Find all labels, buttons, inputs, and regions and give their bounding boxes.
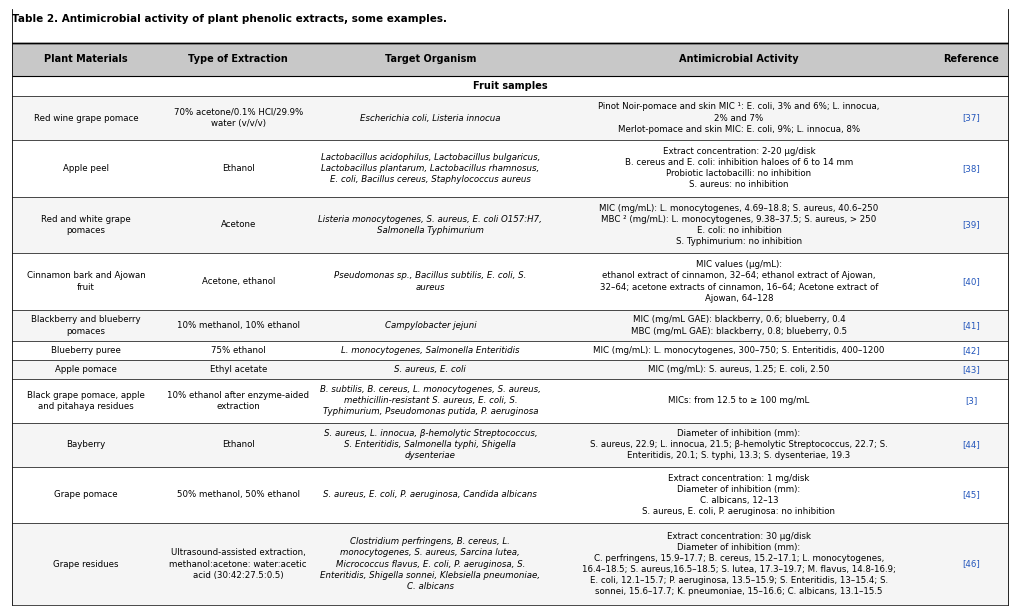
Text: [45]: [45] [961,490,979,499]
Text: Listeria monocytogenes, S. aureus, E. coli O157:H7,
Salmonella Typhimurium: Listeria monocytogenes, S. aureus, E. co… [318,215,542,235]
Text: [40]: [40] [961,277,979,286]
Text: Extract concentration: 30 μg/disk
Diameter of inhibition (mm):
C. perfringens, 1: Extract concentration: 30 μg/disk Diamet… [582,532,895,596]
Text: Reference: Reference [942,54,998,64]
Text: 75% ethanol: 75% ethanol [211,346,265,355]
Text: 50% methanol, 50% ethanol: 50% methanol, 50% ethanol [176,490,300,499]
Text: Table 2. Antimicrobial activity of plant phenolic extracts, some examples.: Table 2. Antimicrobial activity of plant… [12,14,446,24]
Text: [3]: [3] [964,396,976,405]
Text: Pseudomonas sp., Bacillus subtilis, E. coli, S.
aureus: Pseudomonas sp., Bacillus subtilis, E. c… [334,271,526,292]
Bar [12,310,1007,341]
Bar [12,196,1007,253]
Text: Pinot Noir-pomace and skin MIC ¹: E. coli, 3% and 6%; L. innocua,
2% and 7%
Merl: Pinot Noir-pomace and skin MIC ¹: E. col… [598,102,878,134]
Text: Red wine grape pomace: Red wine grape pomace [34,114,139,123]
Bar [12,96,1007,140]
Text: Grape pomace: Grape pomace [54,490,117,499]
Text: Extract concentration: 2-20 μg/disk
B. cereus and E. coli: inhibition haloes of : Extract concentration: 2-20 μg/disk B. c… [625,147,852,190]
Text: Lactobacillus acidophilus, Lactobacillus bulgaricus,
Lactobacillus plantarum, La: Lactobacillus acidophilus, Lactobacillus… [320,153,539,184]
Text: Ethanol: Ethanol [221,164,255,173]
Text: Grape residues: Grape residues [53,559,118,568]
Text: Acetone: Acetone [220,221,256,229]
Bar [12,43,1007,76]
Text: Antimicrobial Activity: Antimicrobial Activity [679,54,798,64]
Text: Blueberry puree: Blueberry puree [51,346,120,355]
Text: MIC values (μg/mL):
ethanol extract of cinnamon, 32–64; ethanol extract of Ajowa: MIC values (μg/mL): ethanol extract of c… [599,260,877,303]
Text: Apple pomace: Apple pomace [55,365,117,374]
Text: [37]: [37] [961,114,979,123]
Text: Bayberry: Bayberry [66,440,105,449]
Text: S. aureus, E. coli: S. aureus, E. coli [394,365,466,374]
Text: [44]: [44] [961,440,979,449]
Text: 70% acetone/0.1% HCl/29.9%
water (v/v/v): 70% acetone/0.1% HCl/29.9% water (v/v/v) [173,108,303,128]
Text: Fruit samples: Fruit samples [472,81,547,91]
Text: MIC (mg/mL GAE): blackberry, 0.6; blueberry, 0.4
MBC (mg/mL GAE): blackberry, 0.: MIC (mg/mL GAE): blackberry, 0.6; bluebe… [631,316,846,336]
Text: MIC (mg/mL): L. monocytogenes, 300–750; S. Enteritidis, 400–1200: MIC (mg/mL): L. monocytogenes, 300–750; … [593,346,883,355]
Text: Red and white grape
pomaces: Red and white grape pomaces [41,215,130,235]
Text: S. aureus, L. innocua, β-hemolytic Streptococcus,
S. Enteritidis, Salmonella typ: S. aureus, L. innocua, β-hemolytic Strep… [323,429,537,460]
Text: MIC (mg/mL): L. monocytogenes, 4.69–18.8; S. aureus, 40.6–250
MBC ² (mg/mL): L. : MIC (mg/mL): L. monocytogenes, 4.69–18.8… [599,204,877,246]
Text: [38]: [38] [961,164,979,173]
Text: [43]: [43] [961,365,979,374]
Text: MIC (mg/mL): S. aureus, 1.25; E. coli, 2.50: MIC (mg/mL): S. aureus, 1.25; E. coli, 2… [648,365,828,374]
Text: Campylobacter jejuni: Campylobacter jejuni [384,321,476,330]
Text: Apple peel: Apple peel [63,164,109,173]
Text: Blackberry and blueberry
pomaces: Blackberry and blueberry pomaces [31,316,141,336]
Text: [41]: [41] [961,321,979,330]
Text: MICs: from 12.5 to ≥ 100 mg/mL: MICs: from 12.5 to ≥ 100 mg/mL [667,396,809,405]
Text: [39]: [39] [961,221,979,229]
Text: Plant Materials: Plant Materials [44,54,127,64]
Text: Ultrasound-assisted extraction,
methanol:acetone: water:acetic
acid (30:42:27.5:: Ultrasound-assisted extraction, methanol… [169,548,307,579]
Bar [12,379,1007,423]
Text: Diameter of inhibition (mm):
S. aureus, 22.9; L. innocua, 21.5; β-hemolytic Stre: Diameter of inhibition (mm): S. aureus, … [590,429,887,460]
Text: Acetone, ethanol: Acetone, ethanol [202,277,275,286]
Text: [42]: [42] [961,346,979,355]
Bar [12,423,1007,466]
Text: Type of Extraction: Type of Extraction [189,54,287,64]
Text: Ethanol: Ethanol [221,440,255,449]
Text: 10% ethanol after enzyme-aided
extraction: 10% ethanol after enzyme-aided extractio… [167,390,309,410]
Text: Black grape pomace, apple
and pitahaya residues: Black grape pomace, apple and pitahaya r… [26,390,145,410]
Bar [12,341,1007,360]
Text: Ethyl acetate: Ethyl acetate [209,365,267,374]
Bar [12,523,1007,605]
Text: Extract concentration: 1 mg/disk
Diameter of inhibition (mm):
C. albicans, 12–13: Extract concentration: 1 mg/disk Diamete… [642,474,835,516]
Text: 10% methanol, 10% ethanol: 10% methanol, 10% ethanol [176,321,300,330]
Text: Escherichia coli, Listeria innocua: Escherichia coli, Listeria innocua [360,114,500,123]
Text: S. aureus, E. coli, P. aeruginosa, Candida albicans: S. aureus, E. coli, P. aeruginosa, Candi… [323,490,537,499]
Text: Clostridium perfringens, B. cereus, L.
monocytogenes, S. aureus, Sarcina lutea,
: Clostridium perfringens, B. cereus, L. m… [320,537,540,591]
Text: [46]: [46] [961,559,979,568]
Text: B. subtilis, B. cereus, L. monocytogenes, S. aureus,
methicillin-resistant S. au: B. subtilis, B. cereus, L. monocytogenes… [320,385,540,416]
Bar [12,360,1007,379]
Text: L. monocytogenes, Salmonella Enteritidis: L. monocytogenes, Salmonella Enteritidis [340,346,519,355]
Bar [12,253,1007,310]
Bar [12,140,1007,196]
Bar [12,466,1007,523]
Text: Cinnamon bark and Ajowan
fruit: Cinnamon bark and Ajowan fruit [26,271,145,292]
Text: Target Organism: Target Organism [384,54,476,64]
